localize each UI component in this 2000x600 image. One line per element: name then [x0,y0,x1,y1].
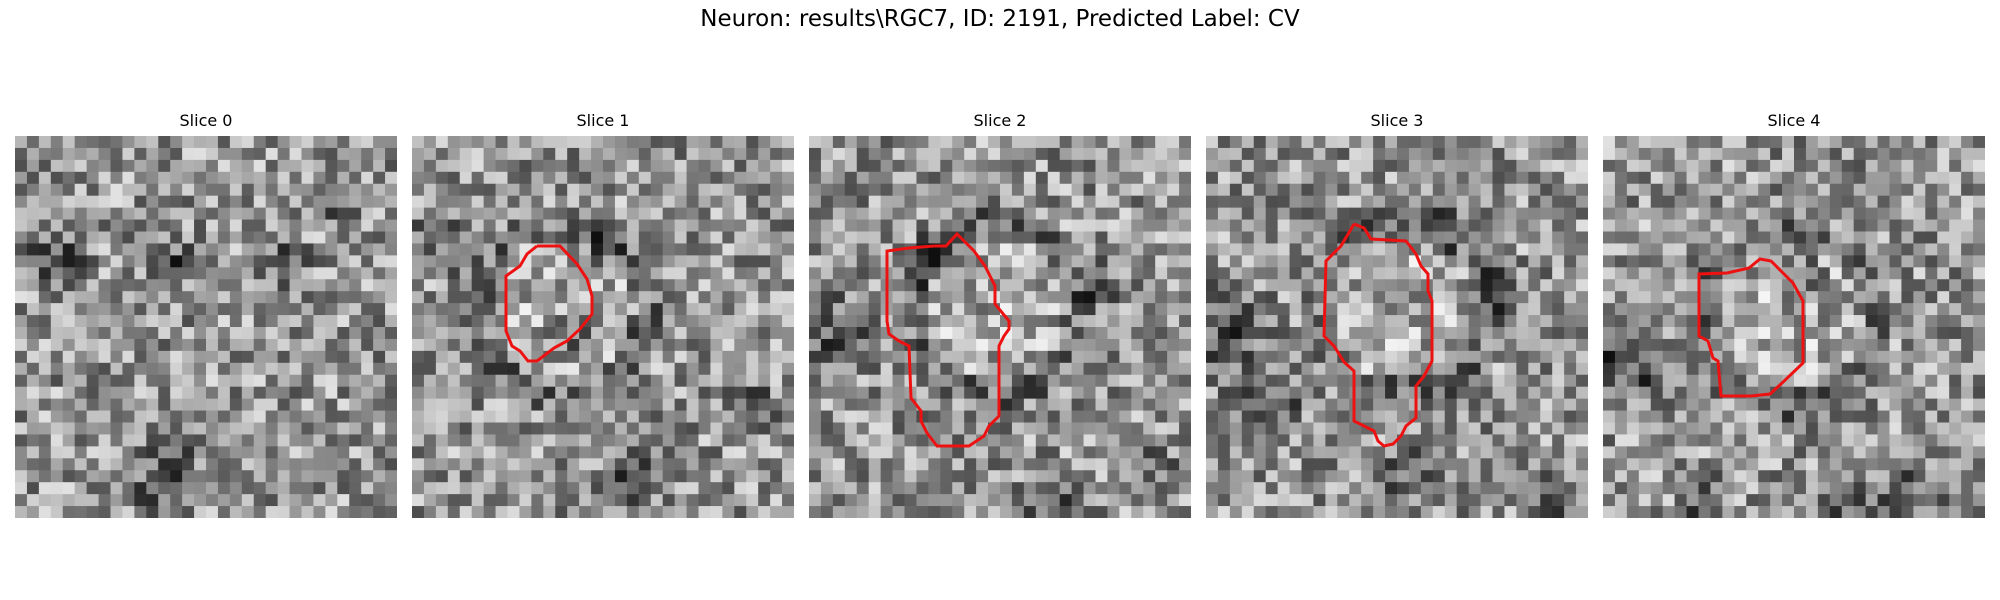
panel-slice-1: Slice 1 [412,110,794,518]
panel-slice-4: Slice 4 [1603,110,1985,518]
slice-image [1206,136,1588,518]
pixel-noise [809,136,1191,518]
slice-image-canvas [1206,136,1588,518]
slice-image [1603,136,1985,518]
segmentation-contour [1697,257,1805,398]
slice-image-canvas [809,136,1191,518]
slice-image-canvas [412,136,794,518]
slice-title: Slice 4 [1767,111,1821,130]
slice-image-canvas [15,136,397,518]
panel-slice-0: Slice 0 [15,110,397,518]
segmentation-contour [1322,222,1434,448]
slice-title: Slice 3 [1370,111,1424,130]
slice-image [809,136,1191,518]
pixel-noise [15,136,397,518]
slice-image [412,136,794,518]
pixel-noise [1603,136,1985,518]
panel-slice-2: Slice 2 [809,110,1191,518]
slice-title: Slice 0 [179,111,233,130]
figure-title: Neuron: results\RGC7, ID: 2191, Predicte… [700,6,1300,32]
slice-image-canvas [1603,136,1985,518]
slice-image [15,136,397,518]
pixel-noise [1206,136,1588,518]
pixel-noise [412,136,794,518]
segmentation-contour [885,231,1011,448]
segmentation-contour [504,244,594,363]
panel-slice-3: Slice 3 [1206,110,1588,518]
slice-title: Slice 1 [576,111,630,130]
slice-title: Slice 2 [973,111,1027,130]
